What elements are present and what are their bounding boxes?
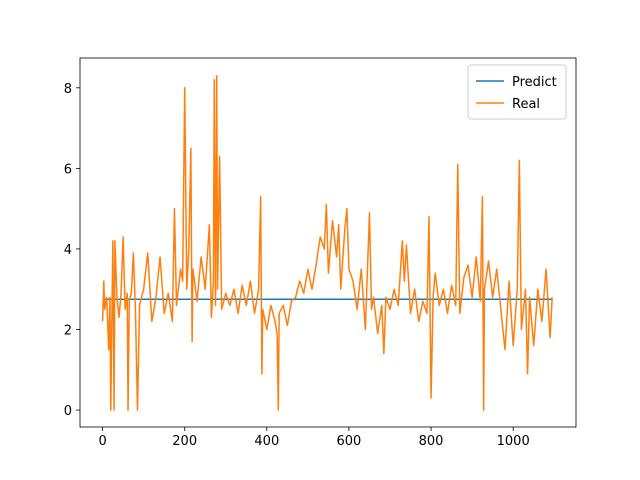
legend-label: Predict [512,75,557,90]
y-tick-label: 6 [64,162,72,177]
y-tick-label: 8 [64,82,72,97]
legend-box [467,64,567,120]
y-tick-label: 2 [64,324,72,339]
legend-label: Real [512,97,540,112]
y-tick-label: 4 [64,243,72,258]
axes-frame [79,57,577,428]
x-tick-label: 200 [172,434,197,449]
series-line [101,74,553,411]
legend: Predict Real [467,64,567,120]
x-tick-label: 800 [419,434,444,449]
x-tick-label: 0 [98,434,106,449]
y-tick-label: 0 [64,404,72,419]
x-tick-label: 600 [337,434,362,449]
x-tick-label: 400 [254,434,279,449]
x-tick-label: 1000 [497,434,530,449]
